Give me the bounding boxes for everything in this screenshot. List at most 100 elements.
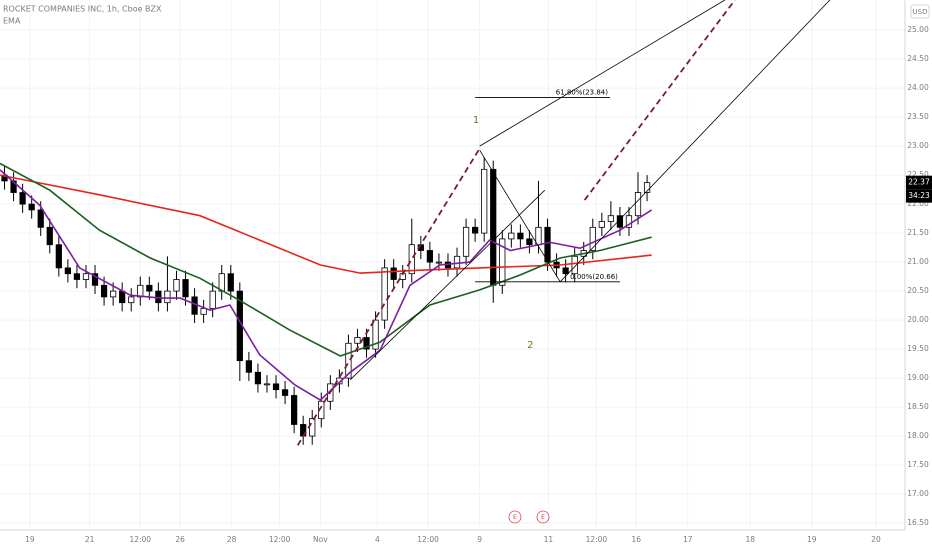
y-tick-label: 17.50 — [907, 460, 929, 469]
x-tick-label: 11 — [544, 535, 554, 544]
y-tick-label: 20.50 — [907, 286, 929, 295]
currency: USD — [913, 8, 928, 16]
candle-body — [245, 360, 252, 373]
y-tick-label: 16.50 — [907, 518, 929, 527]
x-tick-label: 21 — [85, 535, 95, 544]
fib-label: 0.00%(20.66) — [570, 273, 618, 281]
y-tick-label: 24.50 — [907, 54, 929, 63]
candle-body — [381, 267, 388, 321]
candle-body — [146, 284, 153, 292]
candle-body — [291, 395, 298, 425]
earnings-circle — [508, 510, 522, 524]
candle-body — [110, 290, 117, 298]
wave-label: 2 — [527, 340, 533, 351]
candle-body — [372, 319, 379, 350]
candle-body — [137, 284, 144, 298]
candle-body — [28, 203, 35, 211]
candle-body — [643, 182, 651, 193]
countdown: 34:23 — [908, 191, 930, 200]
y-tick-label: 20.00 — [907, 315, 929, 324]
x-tick-label: 12:00 — [269, 535, 291, 544]
x-tick-label: 19 — [807, 535, 817, 544]
candle-body — [64, 267, 71, 275]
y-tick-label: 21.00 — [907, 257, 929, 266]
earnings-text: E — [541, 514, 545, 521]
candle-body — [499, 238, 506, 286]
x-tick-label: 26 — [175, 535, 185, 544]
x-tick-label: 12:00 — [417, 535, 439, 544]
candle-body — [182, 279, 189, 298]
candle-body — [173, 279, 180, 292]
candle-body — [155, 290, 162, 304]
x-tick-label: 28 — [227, 535, 237, 544]
fib-label: 61.80%(23.84) — [556, 88, 608, 96]
earnings-marker[interactable]: E — [508, 510, 522, 524]
earnings-text: E — [513, 514, 517, 521]
candle-body — [481, 168, 488, 234]
candle-body — [128, 296, 135, 304]
candle-body — [46, 226, 53, 246]
candle-body — [55, 244, 62, 269]
candle-body — [345, 342, 352, 379]
x-tick-label: Nov — [313, 535, 328, 544]
candle-body — [200, 308, 207, 315]
candle-body — [453, 255, 461, 269]
candle-body — [119, 290, 126, 304]
candle-body — [272, 383, 280, 391]
candle-body — [408, 244, 415, 275]
candle-body — [263, 383, 271, 386]
x-tick-label: 16 — [631, 535, 641, 544]
candle-body — [254, 371, 262, 385]
x-tick-label: 9 — [477, 535, 482, 544]
candle-body — [607, 215, 614, 222]
chart-title: ROCKET COMPANIES INC, 1h, Cboe BZX — [3, 5, 162, 14]
candle-body — [82, 273, 90, 280]
candle-body — [435, 261, 443, 264]
last-price-box — [906, 175, 932, 190]
y-tick-label: 18.00 — [907, 431, 929, 440]
currency-box[interactable] — [910, 4, 930, 19]
candle-body — [472, 226, 479, 234]
candle-body — [191, 296, 198, 315]
y-tick-label: 22.50 — [907, 170, 929, 179]
y-tick-label: 22.00 — [907, 199, 929, 208]
pitchfork-line — [583, 0, 736, 201]
candle-body — [562, 267, 569, 275]
x-tick-label: 20 — [871, 535, 881, 544]
y-tick-label: 21.50 — [907, 228, 929, 237]
candle-body — [363, 337, 370, 350]
candle-body — [19, 192, 26, 205]
x-tick-label: 4 — [375, 535, 380, 544]
y-tick-label: 19.00 — [907, 373, 929, 382]
y-tick-label: 25.00 — [907, 25, 929, 34]
candle-body — [309, 418, 316, 437]
candle-body — [354, 337, 361, 344]
candle-body — [616, 215, 624, 228]
earnings-circle — [536, 510, 550, 524]
candle-body — [1, 174, 8, 182]
y-tick-label: 23.00 — [907, 141, 929, 150]
candle-body — [426, 250, 433, 263]
candle-body — [535, 226, 542, 246]
pitchfork-line — [479, 149, 561, 283]
y-tick-label: 19.50 — [907, 344, 929, 353]
pitchfork-line — [559, 0, 831, 283]
pitchfork-line — [479, 0, 726, 147]
earnings-marker[interactable]: E — [536, 510, 550, 524]
pitchfork-line — [349, 189, 546, 381]
candle-body — [37, 209, 44, 228]
y-tick-label: 23.50 — [907, 112, 929, 121]
pitchfork-line — [296, 147, 481, 446]
y-tick-label: 17.00 — [907, 489, 929, 498]
x-tick-label: 12:00 — [129, 535, 151, 544]
ema-line — [0, 169, 653, 402]
last-price: 22.37 — [908, 178, 930, 187]
candle-body — [598, 221, 605, 228]
candle-body — [100, 284, 108, 298]
y-tick-label: 24.00 — [907, 83, 929, 92]
x-tick-label: 12:00 — [586, 535, 608, 544]
countdown-box — [906, 189, 932, 203]
candle-body — [526, 238, 533, 246]
ema-line — [0, 174, 652, 274]
